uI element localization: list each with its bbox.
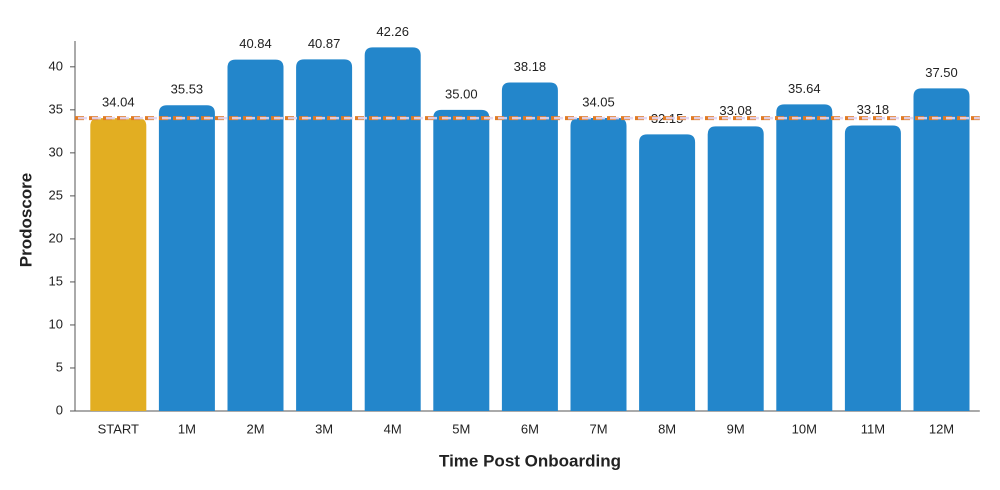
value-label: 33.18 [857, 102, 890, 117]
bar [158, 105, 215, 412]
bar [227, 59, 284, 411]
y-axis-title: Prodoscore [16, 173, 35, 267]
value-label: 35.53 [171, 82, 204, 97]
x-tick-label: 8M [658, 421, 676, 436]
bar [90, 118, 147, 412]
x-axis-title: Time Post Onboarding [439, 451, 621, 470]
y-tick-label: 25 [49, 187, 63, 202]
y-tick-label: 10 [49, 316, 63, 331]
x-tick-label: 4M [384, 421, 402, 436]
bar [639, 134, 696, 411]
bar [913, 88, 970, 411]
bar [776, 104, 833, 411]
x-tick-label: 10M [792, 421, 817, 436]
value-label: 37.50 [925, 65, 958, 80]
y-tick-label: 30 [49, 144, 63, 159]
y-tick-label: 40 [49, 58, 63, 73]
y-tick-label: 35 [49, 101, 63, 116]
y-tick-label: 15 [49, 273, 63, 288]
x-tick-label: 1M [178, 421, 196, 436]
x-tick-label: 2M [246, 421, 264, 436]
value-label: 38.18 [514, 59, 547, 74]
bar [364, 47, 421, 412]
value-label: 33.08 [719, 103, 752, 118]
bar [570, 118, 627, 411]
bar [501, 82, 558, 411]
x-tick-label: 12M [929, 421, 954, 436]
bar [296, 59, 353, 411]
value-label: 40.87 [308, 36, 341, 51]
x-tick-label: 9M [727, 421, 745, 436]
x-tick-label: 6M [521, 421, 539, 436]
x-tick-label: 11M [861, 421, 885, 436]
value-label: 42.26 [376, 24, 409, 39]
x-tick-label: 7M [589, 421, 607, 436]
y-tick-label: 20 [49, 230, 63, 245]
value-label: 35.64 [788, 81, 821, 96]
y-tick-label: 0 [56, 402, 63, 417]
y-tick-label: 5 [56, 359, 63, 374]
x-tick-label: 5M [452, 421, 470, 436]
value-label: 40.84 [239, 36, 272, 51]
value-label: 34.05 [582, 94, 615, 109]
value-label: 34.04 [102, 95, 135, 110]
x-tick-label: 3M [315, 421, 333, 436]
bar [433, 109, 490, 411]
value-label: 35.00 [445, 86, 478, 101]
bar [844, 125, 901, 411]
bar [707, 126, 764, 411]
x-tick-label: START [98, 421, 139, 436]
